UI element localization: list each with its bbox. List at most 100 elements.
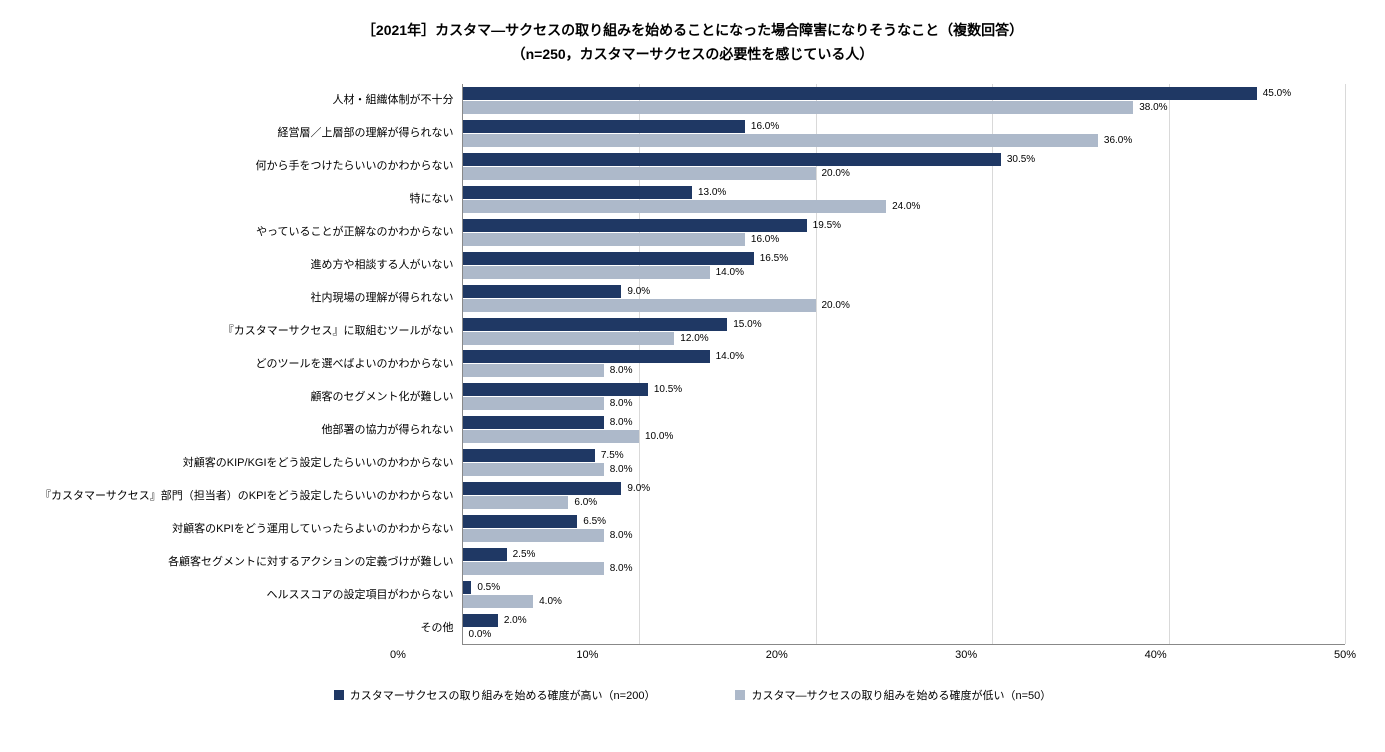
bar-value-label: 2.5% xyxy=(513,549,536,560)
bar-row: 15.0% xyxy=(463,318,1345,331)
bar xyxy=(463,266,710,279)
bar-row: 20.0% xyxy=(463,167,1345,180)
bar-row: 10.5% xyxy=(463,383,1345,396)
bar xyxy=(463,364,604,377)
bar-row: 8.0% xyxy=(463,562,1345,575)
bar-row: 0.5% xyxy=(463,581,1345,594)
bar-value-label: 8.0% xyxy=(610,365,633,376)
y-label: 社内現場の理解が得られない xyxy=(40,282,454,315)
bar xyxy=(463,430,639,443)
bar-row: 16.5% xyxy=(463,252,1345,265)
plot-area: 45.0%38.0%16.0%36.0%30.5%20.0%13.0%24.0%… xyxy=(462,84,1345,645)
bar-group: 14.0% 8.0% xyxy=(463,348,1345,381)
y-label: 『カスタマーサクセス』部門（担当者）のKPIをどう設定したらいいのかわからない xyxy=(40,480,454,513)
bar xyxy=(463,167,816,180)
y-label: 『カスタマーサクセス』に取組むツールがない xyxy=(40,315,454,348)
bar xyxy=(463,581,472,594)
bar-value-label: 8.0% xyxy=(610,530,633,541)
legend-label: カスタマーサクセスの取り組みを始める確度が高い（n=200） xyxy=(350,687,656,703)
bar xyxy=(463,614,498,627)
bar xyxy=(463,449,595,462)
bar-value-label: 7.5% xyxy=(601,450,624,461)
bar-row: 45.0% xyxy=(463,87,1345,100)
bar xyxy=(463,252,754,265)
bar-group: 8.0%10.0% xyxy=(463,413,1345,446)
chart-subtitle: （n=250，カスタマーサクセスの必要性を感じている人） xyxy=(40,44,1345,64)
bar-value-label: 16.0% xyxy=(751,121,779,132)
legend: カスタマーサクセスの取り組みを始める確度が高い（n=200）カスタマ―サクセスの… xyxy=(40,687,1345,703)
bar-value-label: 0.0% xyxy=(469,629,492,640)
legend-item: カスタマーサクセスの取り組みを始める確度が高い（n=200） xyxy=(334,687,656,703)
bar-value-label: 16.5% xyxy=(760,253,788,264)
bar-row: 16.0% xyxy=(463,233,1345,246)
bar-value-label: 24.0% xyxy=(892,201,920,212)
bar xyxy=(463,186,692,199)
bar-row: 8.0% xyxy=(463,397,1345,410)
bar-value-label: 20.0% xyxy=(822,300,850,311)
bar-value-label: 8.0% xyxy=(610,417,633,428)
bar-group: 30.5%20.0% xyxy=(463,150,1345,183)
bar-value-label: 14.0% xyxy=(716,351,744,362)
bar-group: 16.5%14.0% xyxy=(463,249,1345,282)
bar xyxy=(463,482,622,495)
bar-row: 9.0% xyxy=(463,482,1345,495)
bar xyxy=(463,153,1001,166)
bar-group: 6.5% 8.0% xyxy=(463,512,1345,545)
bar-group: 45.0%38.0% xyxy=(463,84,1345,117)
y-axis-labels: 人材・組織体制が不十分経営層／上層部の理解が得られない何から手をつけたらいいのか… xyxy=(40,84,462,645)
bar xyxy=(463,350,710,363)
bar-value-label: 9.0% xyxy=(627,483,650,494)
bar-group: 2.0% 0.0% xyxy=(463,611,1345,644)
y-label: 特にない xyxy=(40,183,454,216)
bar xyxy=(463,562,604,575)
chart-area: 人材・組織体制が不十分経営層／上層部の理解が得られない何から手をつけたらいいのか… xyxy=(40,84,1345,645)
bar-value-label: 4.0% xyxy=(539,596,562,607)
bar-row: 8.0% xyxy=(463,364,1345,377)
bar-value-label: 8.0% xyxy=(610,398,633,409)
x-tick-label: 20% xyxy=(766,649,788,661)
bar-row: 6.5% xyxy=(463,515,1345,528)
bar-value-label: 8.0% xyxy=(610,563,633,574)
bar-value-label: 16.0% xyxy=(751,234,779,245)
bar xyxy=(463,397,604,410)
bar-row: 4.0% xyxy=(463,595,1345,608)
bar-value-label: 36.0% xyxy=(1104,135,1132,146)
bar xyxy=(463,548,507,561)
bar-group: 16.0% 36.0% xyxy=(463,117,1345,150)
bar-group: 0.5% 4.0% xyxy=(463,578,1345,611)
bar xyxy=(463,318,728,331)
bar-row: 2.5% xyxy=(463,548,1345,561)
bar-row: 24.0% xyxy=(463,200,1345,213)
bar-value-label: 6.5% xyxy=(583,516,606,527)
bar-row: 16.0% xyxy=(463,120,1345,133)
bar-row: 36.0% xyxy=(463,134,1345,147)
bar-value-label: 2.0% xyxy=(504,615,527,626)
y-label: 経営層／上層部の理解が得られない xyxy=(40,117,454,150)
bar xyxy=(463,200,887,213)
bar-row: 8.0% xyxy=(463,529,1345,542)
bar-group: 15.0%12.0% xyxy=(463,315,1345,348)
bar-row: 19.5% xyxy=(463,219,1345,232)
bar-row: 30.5% xyxy=(463,153,1345,166)
x-tick-label: 40% xyxy=(1145,649,1167,661)
chart-title: ［2021年］カスタマ―サクセスの取り組みを始めることになった場合障害になりそう… xyxy=(40,20,1345,40)
bar-row: 6.0% xyxy=(463,496,1345,509)
bar-row: 13.0% xyxy=(463,186,1345,199)
bar xyxy=(463,134,1098,147)
x-tick-label: 30% xyxy=(955,649,977,661)
bar xyxy=(463,383,648,396)
bar-group: 13.0% 24.0% xyxy=(463,183,1345,216)
bar xyxy=(463,219,807,232)
bar xyxy=(463,595,534,608)
bar-group: 19.5% 16.0% xyxy=(463,216,1345,249)
bar-row: 0.0% xyxy=(463,628,1345,641)
bar-row: 8.0% xyxy=(463,416,1345,429)
bar-row: 38.0% xyxy=(463,101,1345,114)
bar xyxy=(463,233,745,246)
bar xyxy=(463,299,816,312)
y-label: 顧客のセグメント化が難しい xyxy=(40,381,454,414)
bar xyxy=(463,87,1257,100)
bar-row: 7.5% xyxy=(463,449,1345,462)
x-tick-label: 50% xyxy=(1334,649,1356,661)
bar-value-label: 15.0% xyxy=(733,319,761,330)
